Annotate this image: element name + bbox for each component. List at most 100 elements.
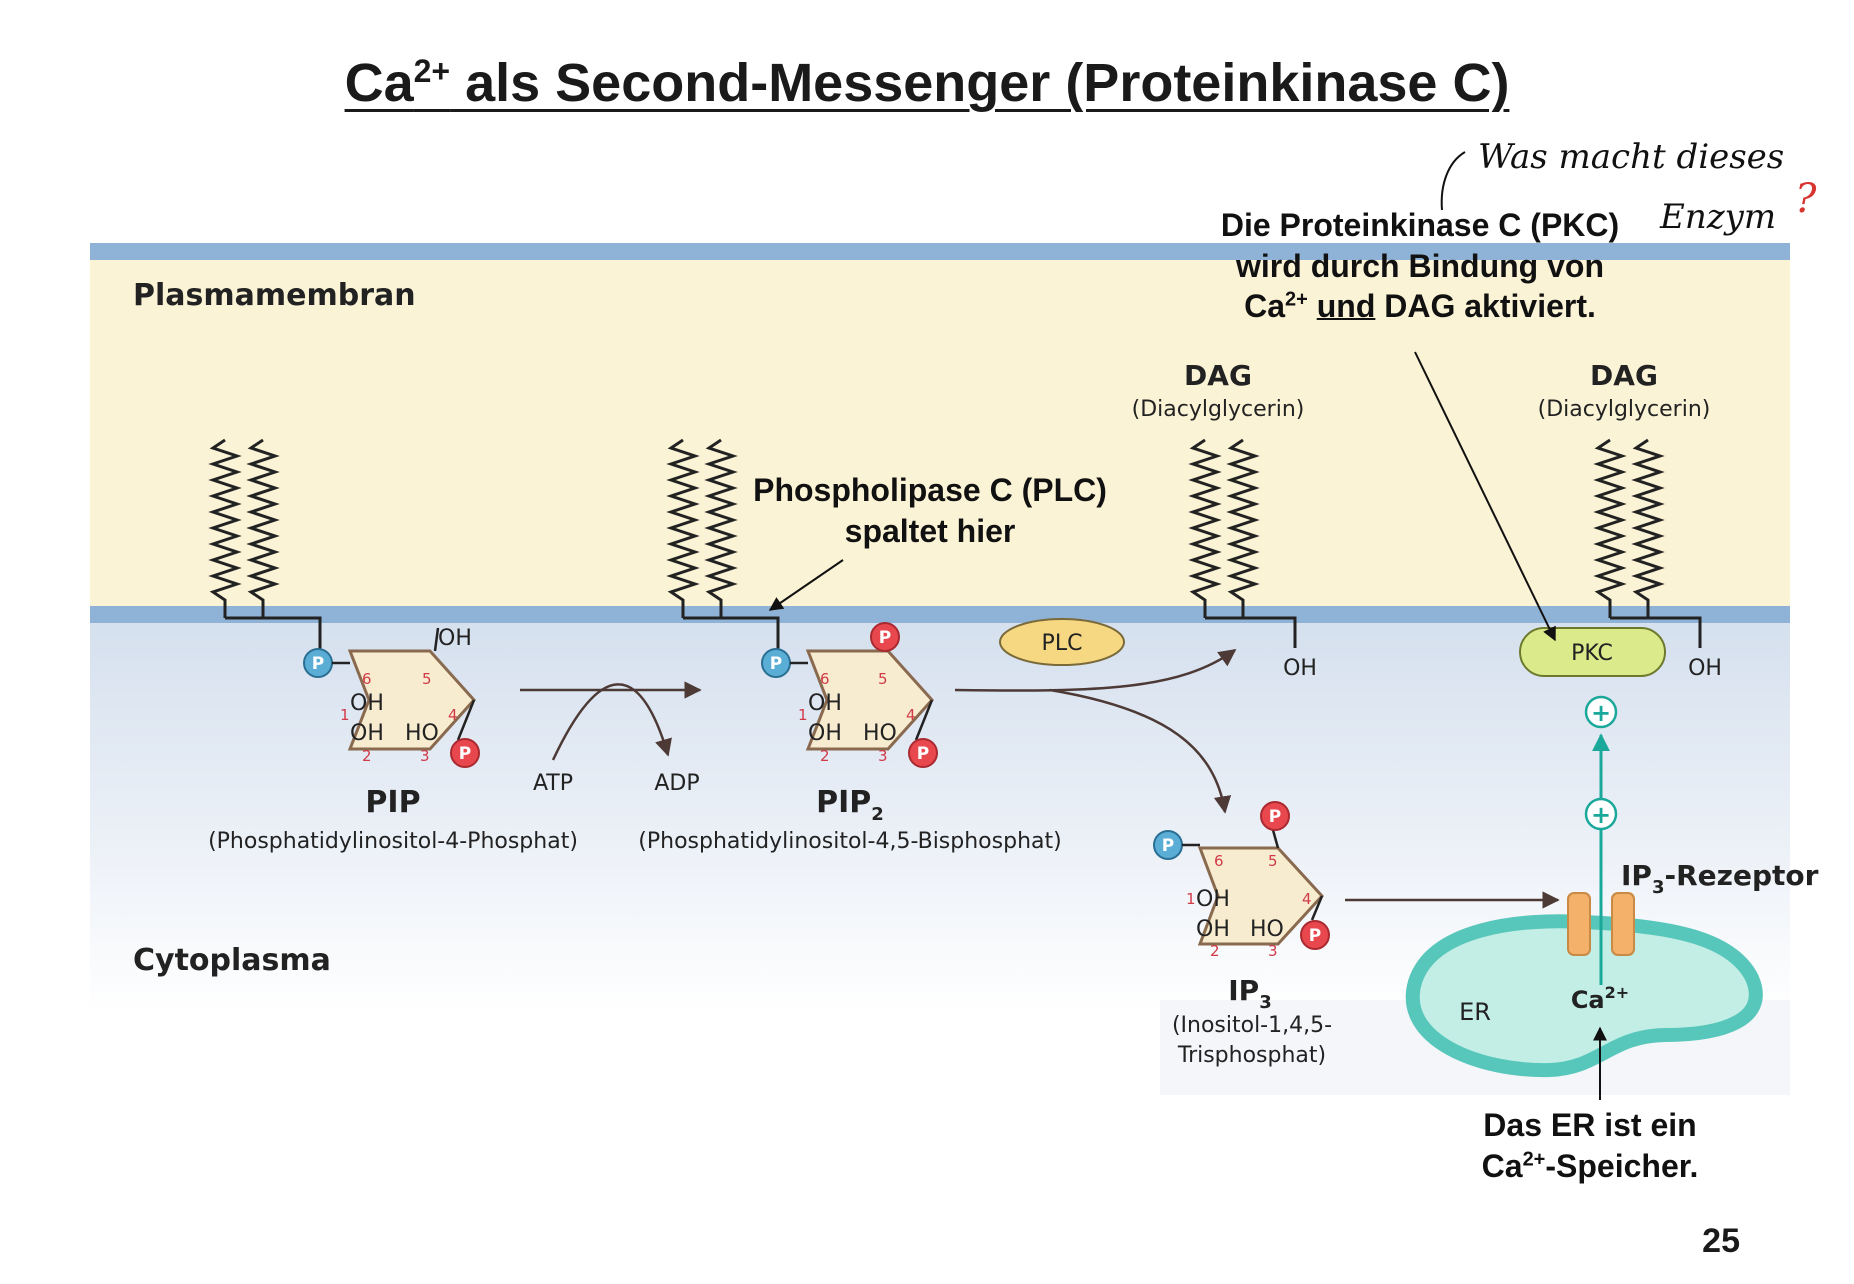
arrow-to-ip3 [1049, 688, 1232, 814]
svg-text:4: 4 [906, 706, 916, 724]
pkc-activation-note: Die Proteinkinase C (PKC) wird durch Bin… [1220, 207, 1620, 325]
svg-text:OH: OH [1283, 656, 1317, 681]
svg-text:HO: HO [1250, 917, 1284, 942]
svg-text:OH: OH [350, 721, 384, 746]
svg-text:3: 3 [1268, 942, 1278, 960]
dag-name: DAG [1590, 359, 1658, 392]
svg-text:OH: OH [350, 691, 384, 716]
phosphate-5-icon [870, 622, 900, 652]
pip-molecule: P OH OH OH HO P 1 2 3 4 5 6 PIP (Phospha… [208, 438, 578, 854]
svg-text:4: 4 [448, 706, 458, 724]
fatty-acid-chain [666, 438, 700, 618]
svg-text:5: 5 [1268, 852, 1278, 870]
phosphate-4-icon [1300, 920, 1330, 950]
handwritten-line-2: Enzym [1659, 197, 1776, 237]
ip3-receptor-label: IP3-Rezeptor [1621, 859, 1819, 898]
pip2-name: PIP2 [816, 785, 884, 825]
ip3-full-name-line2: Trisphosphat) [1177, 1043, 1326, 1068]
dag-full-name: (Diacylglycerin) [1538, 397, 1711, 422]
phosphate-4-icon [450, 738, 480, 768]
svg-text:4: 4 [1302, 890, 1312, 908]
cytoplasm-label: Cytoplasma [133, 943, 331, 978]
pip2-full-name: (Phosphatidylinositol-4,5-Bisphosphat) [638, 829, 1061, 854]
pip2-molecule: P P OH OH HO P 1 2 3 4 5 6 PIP2 (Phospha… [638, 438, 1062, 854]
fatty-acid-chain [246, 438, 280, 618]
svg-text:OH: OH [808, 691, 842, 716]
ip3-name: IP3 [1228, 974, 1271, 1013]
fatty-acid-chain [1593, 438, 1627, 618]
membrane-region [90, 258, 1790, 608]
svg-text:OH: OH [1196, 917, 1230, 942]
svg-text:2: 2 [820, 747, 830, 765]
fatty-acid-chain [208, 438, 242, 618]
svg-text:2: 2 [362, 747, 372, 765]
pkc-enzyme: PKC [1519, 627, 1666, 677]
svg-text:OH: OH [808, 721, 842, 746]
svg-text:+: + [1591, 699, 1611, 727]
svg-text:1: 1 [340, 706, 350, 724]
fatty-acid-chain [1188, 438, 1222, 618]
dag-left-molecule: DAG (Diacylglycerin) OH [1132, 359, 1317, 681]
svg-text:PKC: PKC [1571, 641, 1613, 666]
svg-text:PLC: PLC [1042, 631, 1083, 656]
svg-text:OH: OH [1196, 887, 1230, 912]
svg-text:P: P [770, 654, 782, 674]
svg-text:2: 2 [1210, 942, 1220, 960]
phosphate-4-icon [908, 738, 938, 768]
er-organelle: ER Ca2+ [1405, 914, 1763, 1078]
svg-text:P: P [312, 654, 324, 674]
fatty-acid-chain [704, 438, 738, 618]
handwritten-note: Was macht dieses Enzym ? [1440, 137, 1817, 237]
svg-text:P: P [879, 628, 891, 648]
pip-full-name: (Phosphatidylinositol-4-Phosphat) [208, 829, 578, 854]
pip-name: PIP [365, 785, 420, 820]
svg-text:6: 6 [362, 670, 372, 688]
plc-enzyme: PLC [999, 618, 1125, 666]
plus-icon: + [1584, 797, 1618, 831]
dag-name: DAG [1184, 359, 1252, 392]
slide-title: Ca2+ als Second-Messenger (Proteinkinase… [344, 53, 1510, 113]
phosphate-5-icon [1260, 801, 1290, 831]
glycerol-backbone [225, 616, 322, 650]
er-label: ER [1459, 998, 1491, 1026]
dag-right-molecule: DAG (Diacylglycerin) OH [1538, 359, 1722, 681]
pkc-note-arrow [1414, 351, 1556, 642]
dag-full-name: (Diacylglycerin) [1132, 397, 1305, 422]
membrane-bottom-band [90, 606, 1790, 623]
svg-text:5: 5 [878, 670, 888, 688]
svg-text:P: P [1269, 807, 1281, 827]
atp-adp-arc [551, 683, 672, 761]
fatty-acid-chain [1631, 438, 1665, 618]
svg-text:P: P [917, 744, 929, 764]
svg-text:OH: OH [1688, 656, 1722, 681]
ip3-full-name-line1: (Inositol-1,4,5- [1172, 1013, 1332, 1038]
svg-text:P: P [1162, 836, 1174, 856]
fatty-acid-chain [1226, 438, 1260, 618]
svg-text:P: P [1309, 926, 1321, 946]
plc-cleavage-note: Phospholipase C (PLC) spaltet hier [753, 472, 1107, 549]
membrane-top-band [90, 243, 1790, 260]
svg-text:1: 1 [798, 706, 808, 724]
handwritten-question-mark: ? [1795, 176, 1817, 222]
svg-text:1: 1 [1186, 890, 1196, 908]
arrow-to-dag [954, 648, 1237, 692]
ip3-receptor-channel [1567, 892, 1635, 956]
svg-text:+: + [1591, 801, 1611, 829]
svg-text:6: 6 [1214, 852, 1224, 870]
svg-text:5: 5 [422, 670, 432, 688]
phosphorylation-reaction: ATP ADP [520, 681, 702, 796]
svg-text:P: P [459, 744, 471, 764]
handwritten-line-1: Was macht dieses [1478, 137, 1784, 177]
plus-icon: + [1584, 695, 1618, 729]
svg-text:HO: HO [405, 721, 439, 746]
svg-text:3: 3 [420, 747, 430, 765]
er-storage-note: Das ER ist ein Ca2+-Speicher. [1481, 1107, 1699, 1184]
inositol-ring [347, 649, 477, 751]
membrane-label: Plasmamembran [133, 278, 416, 313]
page-number: 25 [1702, 1222, 1740, 1260]
adp-label: ADP [654, 771, 699, 796]
svg-text:3: 3 [878, 747, 888, 765]
plc-note-arrow [768, 559, 844, 611]
svg-text:HO: HO [863, 721, 897, 746]
